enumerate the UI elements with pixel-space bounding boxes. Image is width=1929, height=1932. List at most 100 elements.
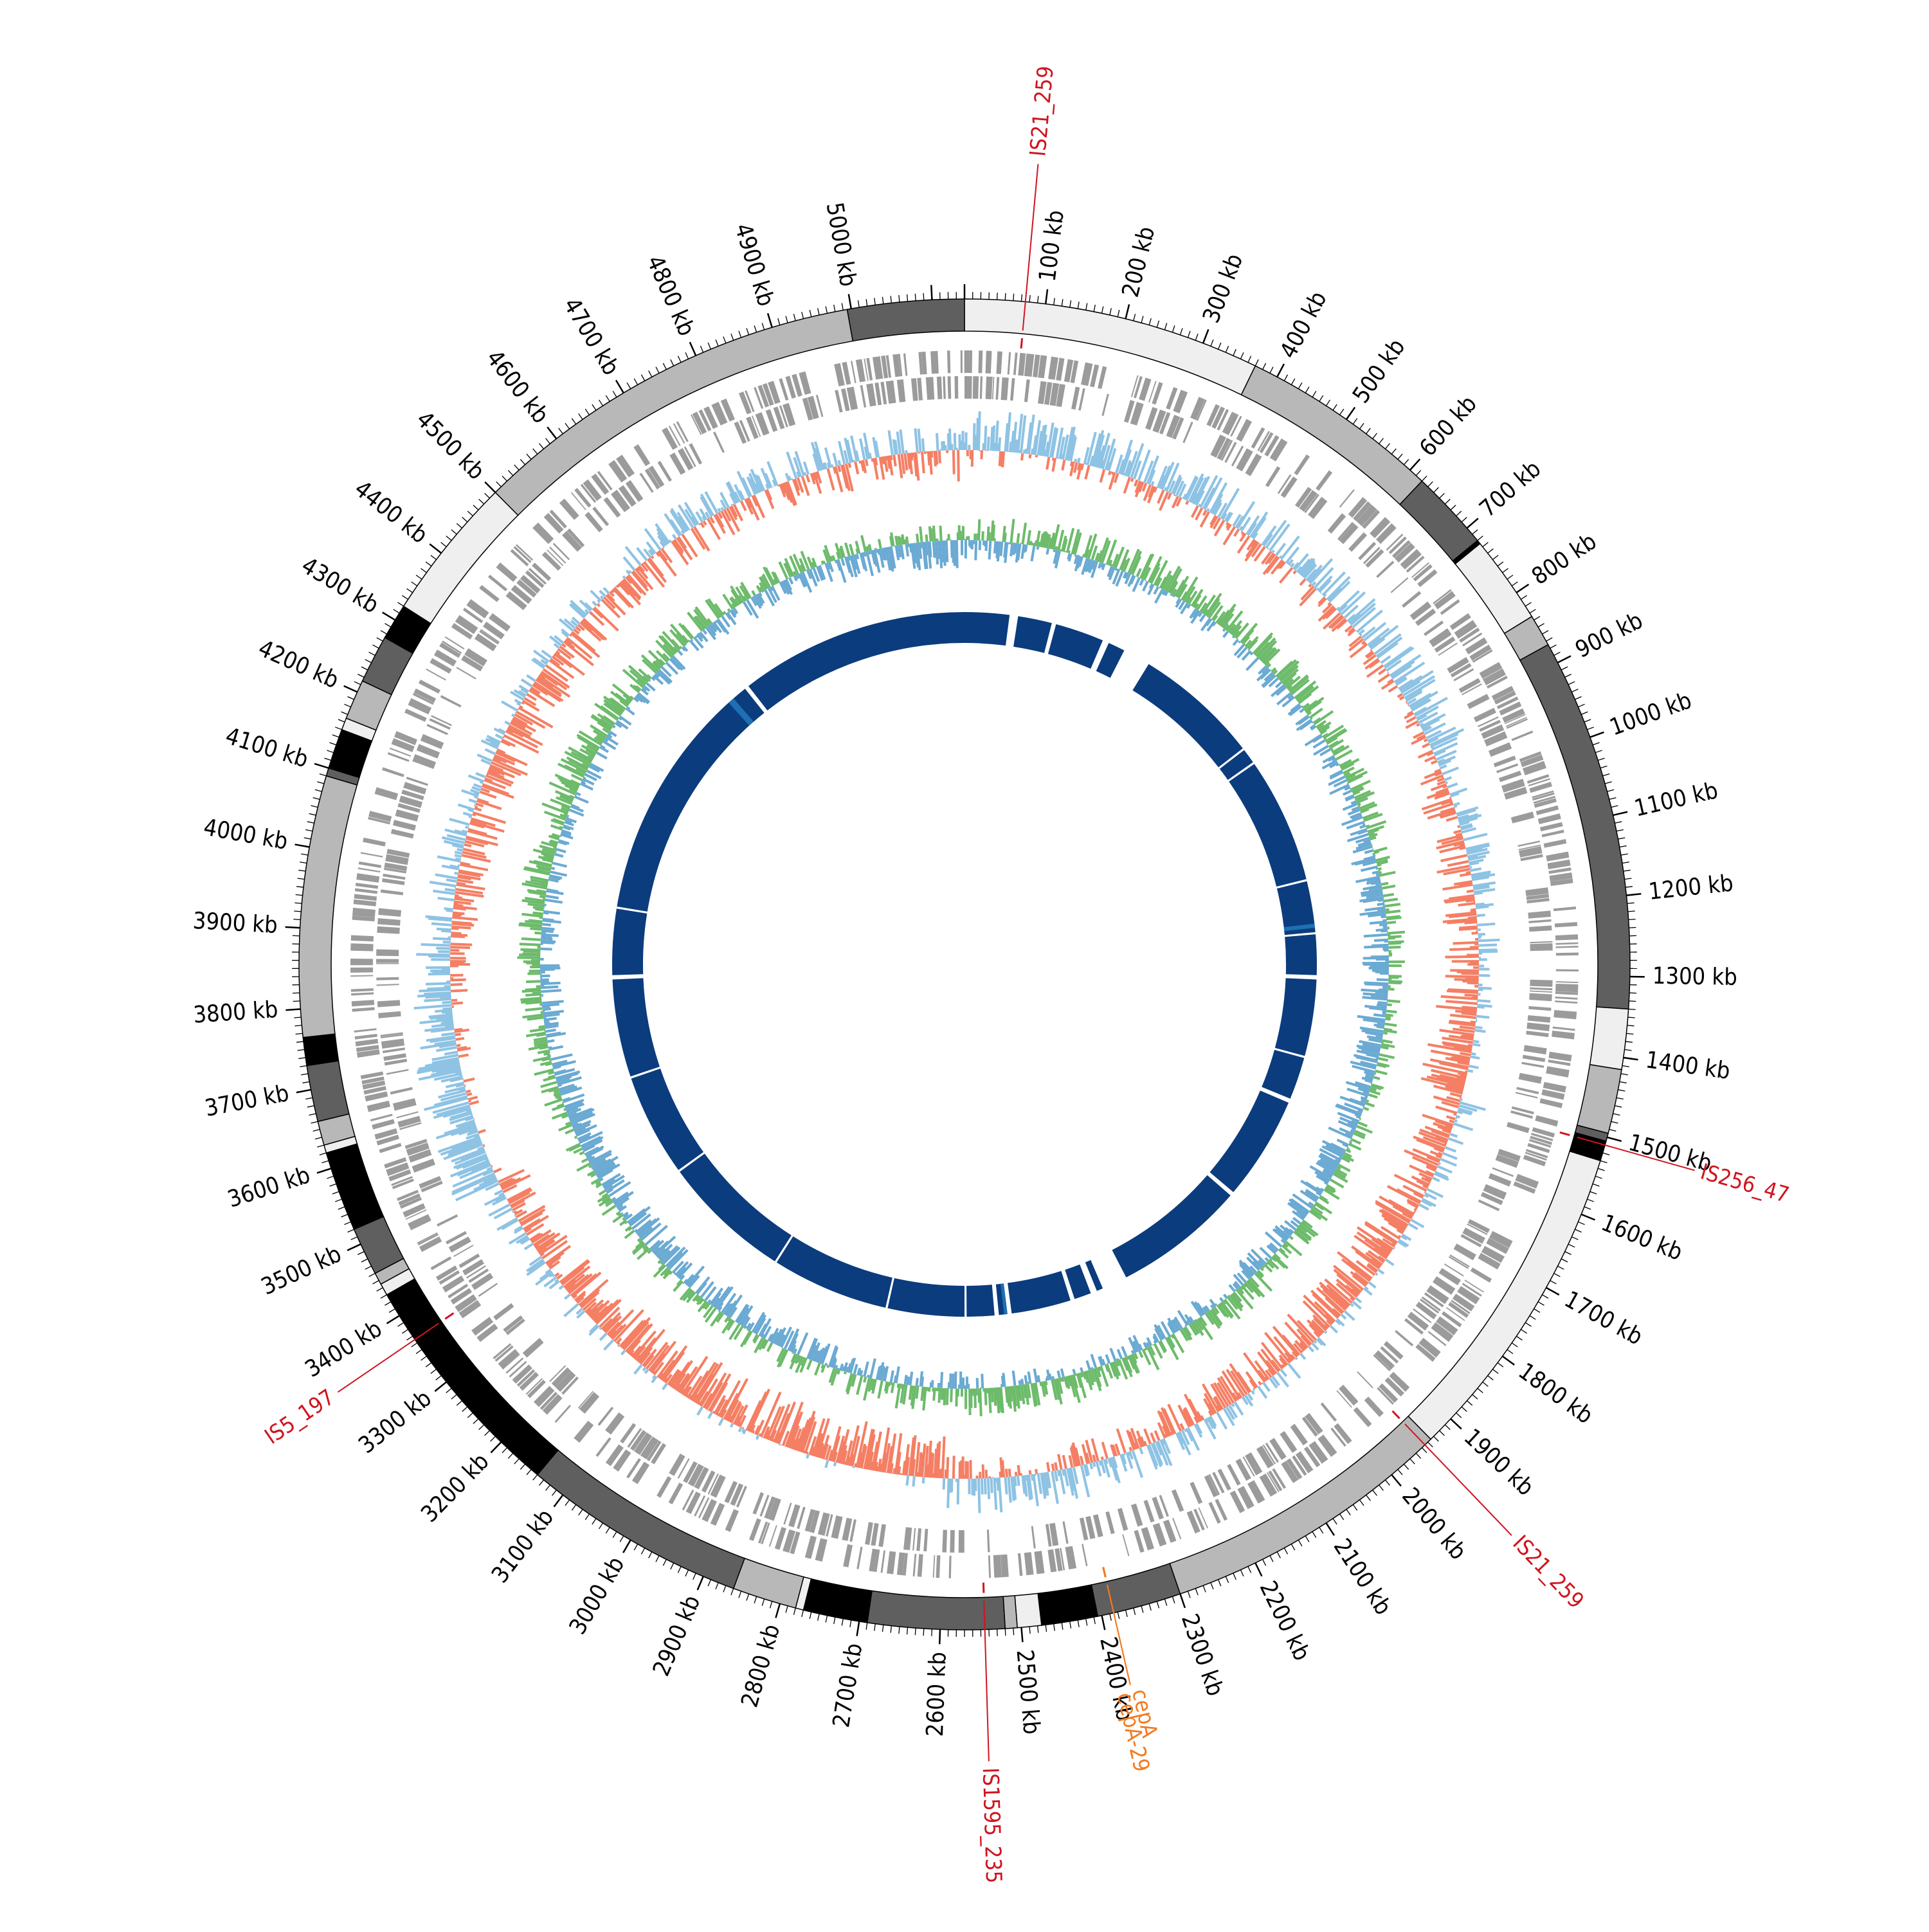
gc-content-bar <box>1465 995 1478 996</box>
gc-skew-bar <box>1017 534 1019 544</box>
gc-skew-bar <box>1387 1004 1391 1005</box>
minor-tick <box>307 1106 314 1107</box>
minor-tick <box>716 1583 718 1589</box>
gc-skew-bar <box>891 1371 893 1382</box>
minor-tick <box>826 1616 827 1623</box>
minor-tick <box>479 1425 484 1430</box>
minor-tick <box>1561 1259 1568 1262</box>
minor-tick <box>793 1608 795 1615</box>
minor-tick <box>1565 674 1571 678</box>
gc-skew-bar <box>1147 1342 1149 1346</box>
gc-skew-bar <box>1140 579 1143 585</box>
minor-tick <box>1422 476 1427 481</box>
tick-label: 600 kb <box>1415 391 1482 462</box>
tick-label: 500 kb <box>1348 334 1411 408</box>
tick-label: 4600 kb <box>481 345 554 428</box>
gc-content-bar <box>1471 1056 1480 1058</box>
gc-skew-bar <box>1381 1047 1388 1048</box>
gc-skew-bar <box>541 987 558 988</box>
gc-content-bar <box>1235 529 1239 536</box>
gc-skew-bar <box>1332 758 1335 760</box>
cds-reverse <box>457 667 476 680</box>
minor-tick <box>1472 1395 1478 1399</box>
gc-skew-bar <box>905 1375 907 1385</box>
minor-tick <box>1149 318 1151 325</box>
minor-tick <box>997 293 998 300</box>
minor-tick <box>693 1573 696 1580</box>
gc-content-bar <box>1078 458 1080 462</box>
gc-content-bar <box>1478 1000 1490 1001</box>
gc-content-bar <box>975 435 976 450</box>
cds-reverse <box>1078 388 1085 411</box>
gc-skew-bar <box>521 939 541 940</box>
gc-skew-bar <box>1062 1369 1064 1377</box>
gc-skew-bar <box>921 1371 922 1386</box>
gc-content-bar <box>1074 462 1077 473</box>
contig-segment <box>1590 1007 1629 1070</box>
minor-tick <box>716 339 718 346</box>
minor-tick <box>426 1363 431 1368</box>
gc-skew-bar <box>725 1317 729 1322</box>
cds-forward <box>375 787 399 800</box>
gc-content-bar <box>1478 934 1485 935</box>
cds-reverse <box>831 1515 842 1539</box>
tick-label: 2500 kb <box>1011 1648 1045 1735</box>
minor-tick <box>1188 331 1190 338</box>
cds-reverse <box>390 1087 413 1095</box>
gc-skew-bar <box>729 1319 730 1322</box>
minor-tick <box>365 660 372 663</box>
gc-content-bar <box>453 905 463 906</box>
gc-content-bar <box>1320 592 1321 593</box>
major-tick <box>690 342 696 356</box>
minor-tick <box>834 1617 835 1624</box>
minor-tick <box>1507 1350 1513 1353</box>
gc-skew-bar <box>526 981 540 982</box>
gc-skew-bar <box>1091 1354 1096 1368</box>
minor-tick <box>907 1627 908 1634</box>
cds-reverse <box>866 383 876 406</box>
major-tick <box>1590 732 1604 737</box>
minor-tick <box>1595 1176 1602 1178</box>
tick-label: 4300 kb <box>297 552 383 618</box>
major-tick <box>939 1629 940 1644</box>
gc-skew-bar <box>541 982 549 983</box>
gc-skew-bar <box>953 1374 954 1389</box>
gc-skew-bar <box>1373 854 1375 855</box>
gc-content-bar <box>1125 477 1130 493</box>
cds-reverse <box>1529 993 1552 1001</box>
minor-tick <box>1568 682 1575 685</box>
cds-forward <box>352 908 376 917</box>
gc-skew-bar <box>1372 872 1379 873</box>
gc-skew-bar <box>1026 545 1027 552</box>
minor-tick <box>1581 712 1588 714</box>
cds-reverse <box>383 1047 405 1053</box>
minor-tick <box>613 391 617 397</box>
gc-skew-bar <box>1388 932 1405 934</box>
gc-skew-bar <box>843 1367 844 1371</box>
gc-content-bar <box>1235 1402 1242 1415</box>
gc-content-bar <box>1460 847 1465 849</box>
major-tick <box>386 1315 399 1323</box>
contig-segment <box>326 1144 383 1229</box>
cds-reverse <box>874 383 882 405</box>
contig-segment <box>734 1558 804 1608</box>
gc-skew-bar <box>1011 543 1012 556</box>
cds-forward <box>1018 1553 1023 1576</box>
gc-skew-bar <box>1381 883 1388 885</box>
minor-tick <box>1550 1281 1557 1284</box>
minor-tick <box>369 1274 376 1277</box>
minor-tick <box>1434 1436 1439 1441</box>
minor-tick <box>1530 1315 1535 1319</box>
gc-content-bar <box>997 1477 998 1490</box>
gc-skew-bar <box>1314 1205 1316 1206</box>
gc-content-bar <box>1476 1016 1489 1018</box>
cds-forward <box>1553 907 1576 911</box>
gc-skew-bar <box>541 928 554 930</box>
gc-content-bar <box>944 1478 945 1489</box>
gc-skew-bar <box>545 1099 562 1105</box>
gc-skew-bar <box>582 1159 588 1162</box>
gc-content-bar <box>428 956 450 957</box>
gc-skew-bar <box>1373 1015 1386 1016</box>
minor-tick <box>298 1058 305 1059</box>
gc-content-bar <box>1341 1315 1346 1319</box>
